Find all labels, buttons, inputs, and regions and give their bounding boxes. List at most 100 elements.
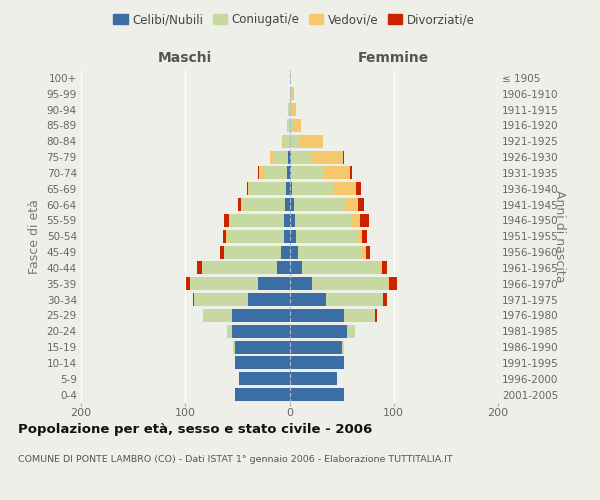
Bar	[229, 214, 230, 227]
Bar	[388, 278, 389, 290]
Bar	[247, 182, 248, 195]
Bar	[296, 230, 358, 242]
Bar	[344, 309, 375, 322]
Bar	[193, 293, 194, 306]
Bar	[284, 214, 290, 227]
Legend: Celibi/Nubili, Coniugati/e, Vedovi/e, Divorziati/e: Celibi/Nubili, Coniugati/e, Vedovi/e, Di…	[109, 8, 479, 31]
Bar	[290, 340, 341, 353]
Bar	[290, 198, 293, 211]
Bar	[290, 88, 293, 100]
Bar	[290, 103, 296, 116]
Bar	[235, 340, 290, 353]
Bar	[290, 325, 347, 338]
Bar	[223, 230, 226, 242]
Bar	[238, 198, 241, 211]
Bar	[287, 166, 290, 179]
Bar	[290, 246, 298, 258]
Bar	[375, 309, 377, 322]
Bar	[269, 150, 274, 164]
Bar	[203, 309, 232, 322]
Text: Femmine: Femmine	[358, 51, 430, 65]
Bar	[290, 150, 311, 164]
Bar	[227, 325, 232, 338]
Bar	[224, 214, 229, 227]
Bar	[286, 182, 290, 195]
Bar	[293, 198, 346, 211]
Bar	[224, 246, 281, 258]
Bar	[232, 309, 290, 322]
Bar	[298, 246, 362, 258]
Bar	[293, 119, 301, 132]
Bar	[362, 230, 367, 242]
Bar	[295, 214, 352, 227]
Bar	[382, 262, 388, 274]
Bar	[230, 214, 284, 227]
Bar	[302, 262, 380, 274]
Bar	[362, 246, 365, 258]
Bar	[365, 246, 370, 258]
Bar	[289, 150, 290, 164]
Bar	[242, 198, 286, 211]
Bar	[347, 325, 355, 338]
Bar	[265, 166, 287, 179]
Bar	[220, 246, 224, 258]
Bar	[259, 166, 265, 179]
Bar	[361, 214, 369, 227]
Bar	[190, 278, 258, 290]
Bar	[358, 198, 364, 211]
Bar	[284, 230, 290, 242]
Bar	[343, 150, 344, 164]
Bar	[281, 246, 290, 258]
Bar	[290, 388, 344, 401]
Bar	[290, 135, 300, 147]
Bar	[290, 356, 344, 370]
Bar	[333, 182, 356, 195]
Bar	[383, 293, 388, 306]
Bar	[284, 135, 290, 147]
Text: COMUNE DI PONTE LAMBRO (CO) - Dati ISTAT 1° gennaio 2006 - Elaborazione TUTTITAL: COMUNE DI PONTE LAMBRO (CO) - Dati ISTAT…	[18, 455, 452, 464]
Bar	[380, 262, 382, 274]
Bar	[197, 262, 202, 274]
Bar	[350, 166, 352, 179]
Y-axis label: Fasce di età: Fasce di età	[28, 199, 41, 274]
Bar	[290, 309, 344, 322]
Bar	[389, 278, 397, 290]
Bar	[292, 182, 333, 195]
Bar	[290, 214, 295, 227]
Bar	[326, 293, 383, 306]
Bar	[300, 135, 323, 147]
Bar	[290, 262, 302, 274]
Bar	[235, 388, 290, 401]
Bar	[313, 278, 388, 290]
Bar	[194, 293, 248, 306]
Bar	[232, 325, 290, 338]
Text: Popolazione per età, sesso e stato civile - 2006: Popolazione per età, sesso e stato civil…	[18, 422, 372, 436]
Text: Maschi: Maschi	[158, 51, 212, 65]
Bar	[227, 230, 284, 242]
Bar	[241, 198, 242, 211]
Bar	[341, 340, 344, 353]
Bar	[226, 230, 227, 242]
Bar	[290, 293, 326, 306]
Bar	[258, 166, 259, 179]
Bar	[202, 262, 277, 274]
Bar	[235, 356, 290, 370]
Bar	[277, 262, 290, 274]
Bar	[290, 372, 337, 385]
Bar	[258, 278, 290, 290]
Bar	[286, 198, 290, 211]
Bar	[290, 182, 292, 195]
Bar	[248, 182, 250, 195]
Bar	[186, 278, 190, 290]
Bar	[239, 372, 290, 385]
Bar	[248, 293, 290, 306]
Bar	[290, 166, 324, 179]
Bar	[324, 166, 350, 179]
Bar	[290, 278, 313, 290]
Bar	[290, 119, 293, 132]
Bar	[356, 182, 361, 195]
Bar	[289, 103, 290, 116]
Bar	[346, 198, 358, 211]
Bar	[311, 150, 343, 164]
Bar	[352, 214, 361, 227]
